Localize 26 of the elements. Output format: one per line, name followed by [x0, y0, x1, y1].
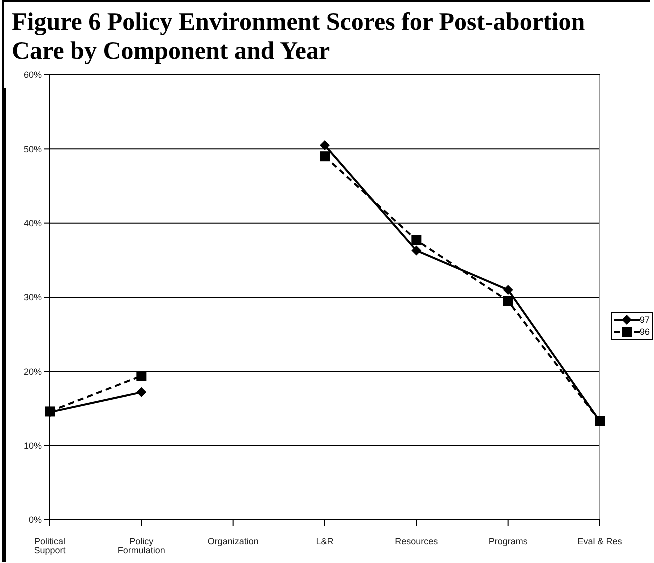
point: [595, 416, 605, 426]
point: [136, 371, 147, 382]
point: [412, 235, 422, 246]
point: [503, 285, 514, 296]
point: [320, 140, 330, 150]
y-tick-label: 60%: [24, 70, 42, 80]
x-tick-label: Resources: [395, 536, 439, 546]
y-tick-label: 20%: [24, 366, 42, 377]
x-tick-label: Eval & Res: [578, 536, 623, 546]
point: [320, 152, 330, 162]
point: [412, 246, 422, 256]
x-tick-label: Policy Formulation: [118, 536, 166, 556]
y-tick-label: 30%: [24, 292, 42, 303]
legend-label: 97: [640, 315, 650, 325]
y-tick-label: 10%: [24, 441, 42, 452]
x-tick-label: L&R: [316, 536, 334, 546]
x-tick-label: Political Support: [34, 536, 66, 556]
y-tick-label: 50%: [24, 144, 42, 154]
x-tick-label: Organization: [208, 536, 259, 546]
y-tick-label: 40%: [24, 218, 42, 229]
y-tick-label: 0%: [28, 515, 42, 526]
point: [136, 387, 147, 398]
x-tick-label: Programs: [488, 536, 528, 546]
point: [503, 296, 514, 306]
chart-title: Figure 6 Policy Environment Scores for Post-abortion Care by Component and Year: [12, 8, 586, 66]
legend-label: 96: [640, 327, 650, 337]
